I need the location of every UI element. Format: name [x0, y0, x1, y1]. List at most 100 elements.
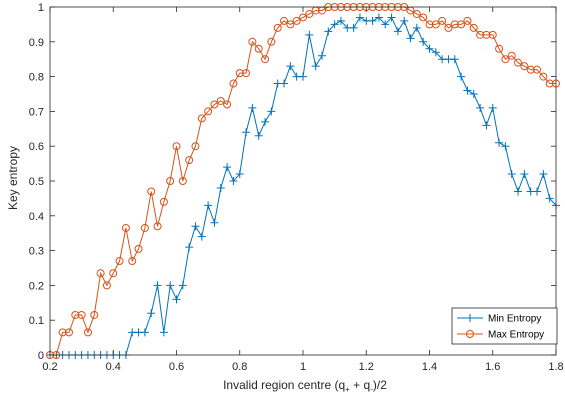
point-max-entropy [286, 20, 295, 29]
point-min-entropy [507, 170, 516, 179]
point-min-entropy [419, 37, 428, 46]
point-max-entropy [58, 328, 67, 337]
y-tick-label: 0.6 [29, 141, 44, 153]
y-tick-label: 0.5 [29, 176, 44, 188]
point-max-entropy [172, 142, 181, 151]
y-tick-label: 0.7 [29, 106, 44, 118]
point-max-entropy [90, 310, 99, 319]
point-max-entropy [204, 107, 213, 116]
point-min-entropy [533, 187, 542, 196]
y-tick-label: 0.1 [29, 315, 44, 327]
y-tick-label: 0.3 [29, 246, 44, 258]
point-max-entropy [476, 30, 485, 39]
point-min-entropy [229, 177, 238, 185]
point-min-entropy [191, 222, 200, 231]
point-max-entropy [159, 197, 168, 206]
point-max-entropy [248, 37, 257, 46]
x-axis-title-sub-minus: - [370, 385, 373, 394]
point-max-entropy [102, 281, 111, 290]
point-min-entropy [317, 51, 326, 60]
point-max-entropy [501, 55, 510, 64]
point-max-entropy [292, 16, 301, 25]
x-tick-label: 0.4 [106, 361, 121, 373]
point-max-entropy [166, 177, 175, 185]
point-min-entropy [185, 243, 194, 252]
x-axis-title-end: )/2 [373, 378, 387, 392]
point-max-entropy [178, 177, 187, 185]
legend-marker-min-entropy [466, 314, 474, 322]
legend: Min Entropy Max Entropy [451, 307, 558, 345]
y-tick-label: 1 [38, 2, 44, 14]
point-min-entropy [520, 170, 529, 179]
point-min-entropy [450, 55, 459, 64]
point-max-entropy [140, 223, 149, 232]
point-min-entropy [349, 23, 358, 32]
point-max-entropy [64, 328, 73, 337]
point-min-entropy [286, 62, 295, 71]
point-max-entropy [526, 65, 535, 74]
point-min-entropy [336, 16, 345, 25]
point-min-entropy [197, 232, 206, 241]
point-max-entropy [109, 269, 118, 278]
point-max-entropy [533, 65, 542, 74]
point-min-entropy [159, 328, 168, 337]
y-tick-label: 0.8 [29, 72, 44, 84]
point-min-entropy [324, 27, 333, 36]
point-max-entropy [457, 20, 466, 29]
point-max-entropy [185, 156, 194, 165]
point-max-entropy [153, 222, 162, 231]
point-min-entropy [463, 86, 472, 95]
point-min-entropy [311, 62, 320, 71]
x-tick-label: 1.2 [359, 361, 374, 373]
x-tick-label: 1.6 [485, 361, 500, 373]
point-min-entropy [210, 218, 219, 227]
point-min-entropy [469, 90, 478, 98]
x-tick-label: 1 [300, 361, 306, 373]
point-min-entropy [495, 138, 504, 147]
point-max-entropy [71, 310, 80, 319]
point-min-entropy [267, 107, 276, 116]
point-max-entropy [191, 142, 200, 151]
point-max-entropy [242, 69, 251, 78]
point-max-entropy [412, 9, 421, 18]
point-max-entropy [469, 23, 478, 32]
point-max-entropy [425, 20, 434, 29]
y-tick-label: 0 [38, 350, 44, 362]
point-max-entropy [305, 9, 314, 18]
point-min-entropy [216, 183, 225, 192]
point-max-entropy [128, 257, 137, 266]
point-max-entropy [121, 223, 130, 232]
point-max-entropy [545, 79, 554, 88]
point-min-entropy [412, 23, 421, 32]
point-max-entropy [147, 187, 156, 196]
point-max-entropy [235, 69, 244, 78]
point-min-entropy [166, 281, 175, 290]
point-max-entropy [431, 20, 440, 29]
point-min-entropy [223, 163, 232, 172]
point-min-entropy [147, 309, 156, 318]
x-axis-title: Invalid region centre (q+ + q-)/2 [223, 378, 387, 394]
point-max-entropy [229, 79, 238, 88]
point-min-entropy [140, 328, 149, 337]
legend-item-max-entropy: Max Entropy [457, 330, 544, 341]
point-max-entropy [254, 44, 263, 53]
legend-label-min-entropy: Min Entropy [488, 314, 541, 325]
series-layer [46, 3, 560, 359]
point-min-entropy [476, 103, 485, 112]
point-max-entropy [216, 96, 225, 105]
point-max-entropy [210, 100, 219, 109]
point-max-entropy [482, 30, 491, 39]
point-min-entropy [204, 201, 213, 210]
point-min-entropy [178, 281, 187, 290]
point-min-entropy [235, 170, 244, 179]
point-min-entropy [482, 121, 491, 130]
point-min-entropy [406, 34, 415, 43]
point-min-entropy [431, 48, 440, 57]
point-max-entropy [223, 100, 232, 109]
x-tick-label: 0.6 [169, 361, 184, 373]
point-min-entropy [374, 13, 383, 22]
ticks-layer: 0.2 0.4 0.6 0.8 1 1.2 1.4 1.6 1.8 0 0.1 0.2 0.3 0.4 0.… [29, 2, 564, 373]
x-tick-label: 0.2 [42, 361, 57, 373]
point-max-entropy [83, 328, 92, 337]
